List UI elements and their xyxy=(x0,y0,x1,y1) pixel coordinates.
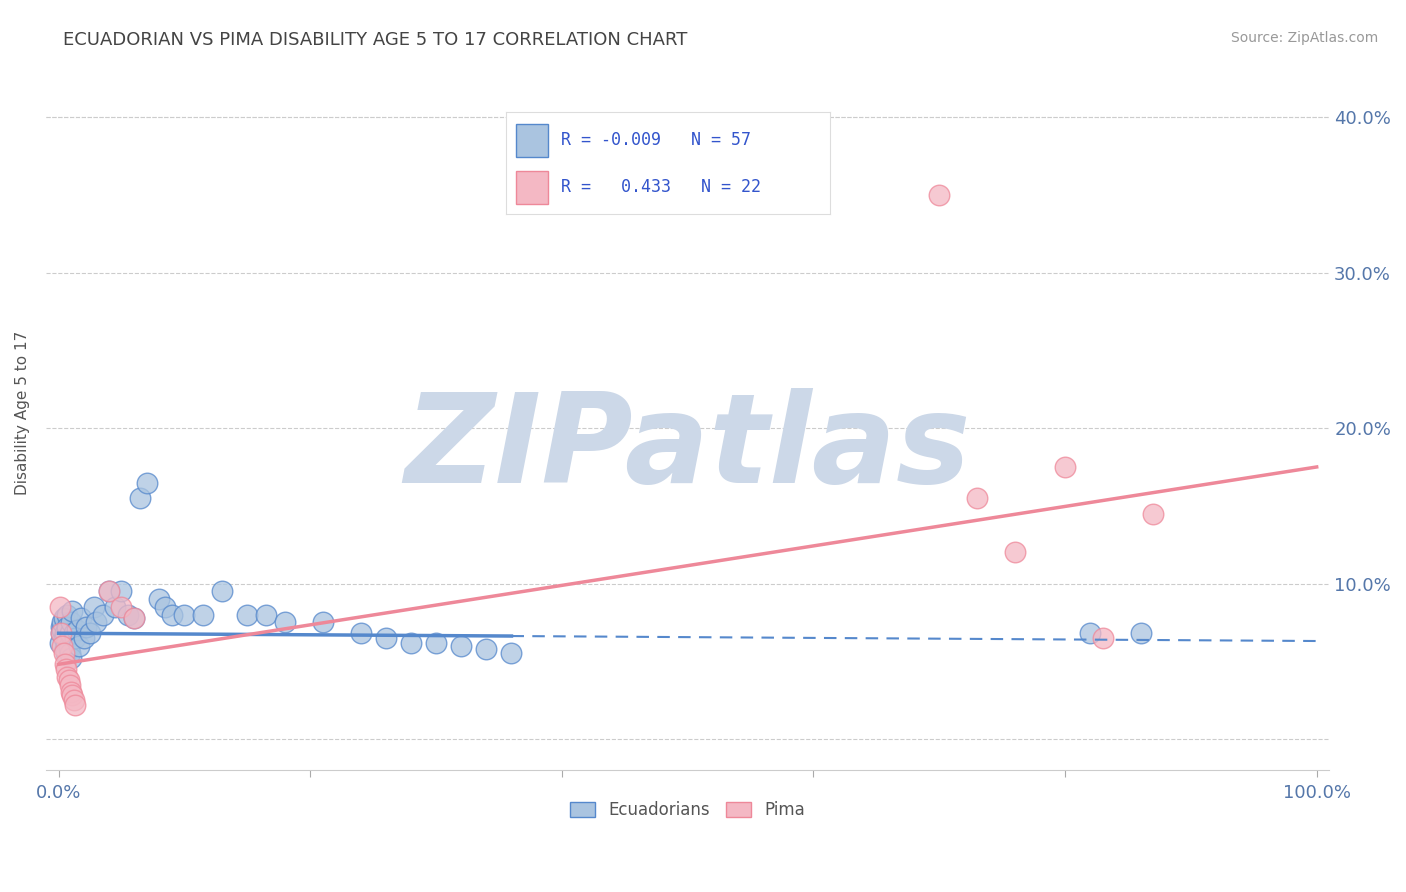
Point xyxy=(349,626,371,640)
Point xyxy=(62,693,84,707)
Point xyxy=(58,673,80,687)
Point xyxy=(51,615,73,630)
Point xyxy=(56,620,79,634)
Point xyxy=(236,607,259,622)
Point xyxy=(1129,626,1152,640)
Point xyxy=(374,631,396,645)
Point xyxy=(1054,459,1077,474)
Point xyxy=(60,689,83,703)
Point xyxy=(83,599,105,614)
Point xyxy=(211,584,233,599)
Point xyxy=(129,491,152,505)
Text: ZIPatlas: ZIPatlas xyxy=(405,388,972,508)
FancyBboxPatch shape xyxy=(516,171,548,204)
Point xyxy=(55,635,77,649)
Point xyxy=(49,626,72,640)
Point xyxy=(52,647,75,661)
Point xyxy=(1142,507,1164,521)
Point xyxy=(55,662,77,676)
Point xyxy=(60,651,83,665)
Point xyxy=(475,641,498,656)
Point xyxy=(110,584,132,599)
Point xyxy=(63,698,86,712)
Point xyxy=(52,610,75,624)
Point xyxy=(59,626,82,640)
Text: ECUADORIAN VS PIMA DISABILITY AGE 5 TO 17 CORRELATION CHART: ECUADORIAN VS PIMA DISABILITY AGE 5 TO 1… xyxy=(63,31,688,49)
Point xyxy=(53,657,76,672)
Point xyxy=(56,670,79,684)
Point xyxy=(59,647,82,661)
Point xyxy=(254,607,277,622)
Point xyxy=(122,610,145,624)
Point xyxy=(928,188,950,202)
Point xyxy=(104,599,127,614)
Point xyxy=(1078,626,1101,640)
Point xyxy=(73,631,96,645)
Point xyxy=(84,615,107,630)
Point xyxy=(60,685,83,699)
Point xyxy=(49,620,72,634)
Text: R =   0.433   N = 22: R = 0.433 N = 22 xyxy=(561,178,761,196)
Point xyxy=(122,610,145,624)
Point xyxy=(97,584,120,599)
Point xyxy=(63,631,86,645)
Point xyxy=(59,677,82,691)
Point xyxy=(173,607,195,622)
Point xyxy=(1004,545,1026,559)
Point xyxy=(97,584,120,599)
Point xyxy=(70,610,93,624)
Y-axis label: Disability Age 5 to 17: Disability Age 5 to 17 xyxy=(15,330,30,495)
Point xyxy=(60,605,83,619)
Point xyxy=(966,491,988,505)
Point xyxy=(51,639,73,653)
Text: R = -0.009   N = 57: R = -0.009 N = 57 xyxy=(561,131,751,149)
Point xyxy=(49,635,72,649)
Point xyxy=(160,607,183,622)
Point xyxy=(312,615,335,630)
Point xyxy=(56,607,79,622)
Point xyxy=(79,626,101,640)
Point xyxy=(55,647,77,661)
Point xyxy=(49,599,72,614)
Point xyxy=(117,607,139,622)
Point xyxy=(1091,631,1114,645)
Point xyxy=(450,639,472,653)
Point xyxy=(66,623,89,637)
Point xyxy=(62,626,84,640)
Text: Source: ZipAtlas.com: Source: ZipAtlas.com xyxy=(1230,31,1378,45)
Point xyxy=(425,635,447,649)
Point xyxy=(53,626,76,640)
Point xyxy=(53,641,76,656)
Point xyxy=(193,607,215,622)
Point xyxy=(52,631,75,645)
Point xyxy=(274,615,297,630)
Point xyxy=(51,623,73,637)
FancyBboxPatch shape xyxy=(516,124,548,157)
Point xyxy=(148,592,170,607)
Point xyxy=(60,615,83,630)
Point xyxy=(110,599,132,614)
Legend: Ecuadorians, Pima: Ecuadorians, Pima xyxy=(562,795,813,826)
Point xyxy=(75,620,97,634)
Point xyxy=(155,599,177,614)
Point xyxy=(91,607,114,622)
Point xyxy=(58,641,80,656)
Point xyxy=(58,639,80,653)
Point xyxy=(49,626,72,640)
Point xyxy=(135,475,157,490)
Point xyxy=(67,639,90,653)
Point xyxy=(501,647,523,661)
Point xyxy=(399,635,422,649)
